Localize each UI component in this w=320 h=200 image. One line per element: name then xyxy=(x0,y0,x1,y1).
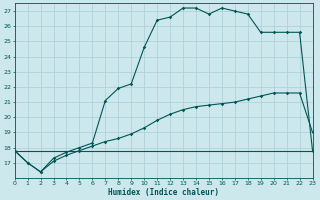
X-axis label: Humidex (Indice chaleur): Humidex (Indice chaleur) xyxy=(108,188,219,197)
